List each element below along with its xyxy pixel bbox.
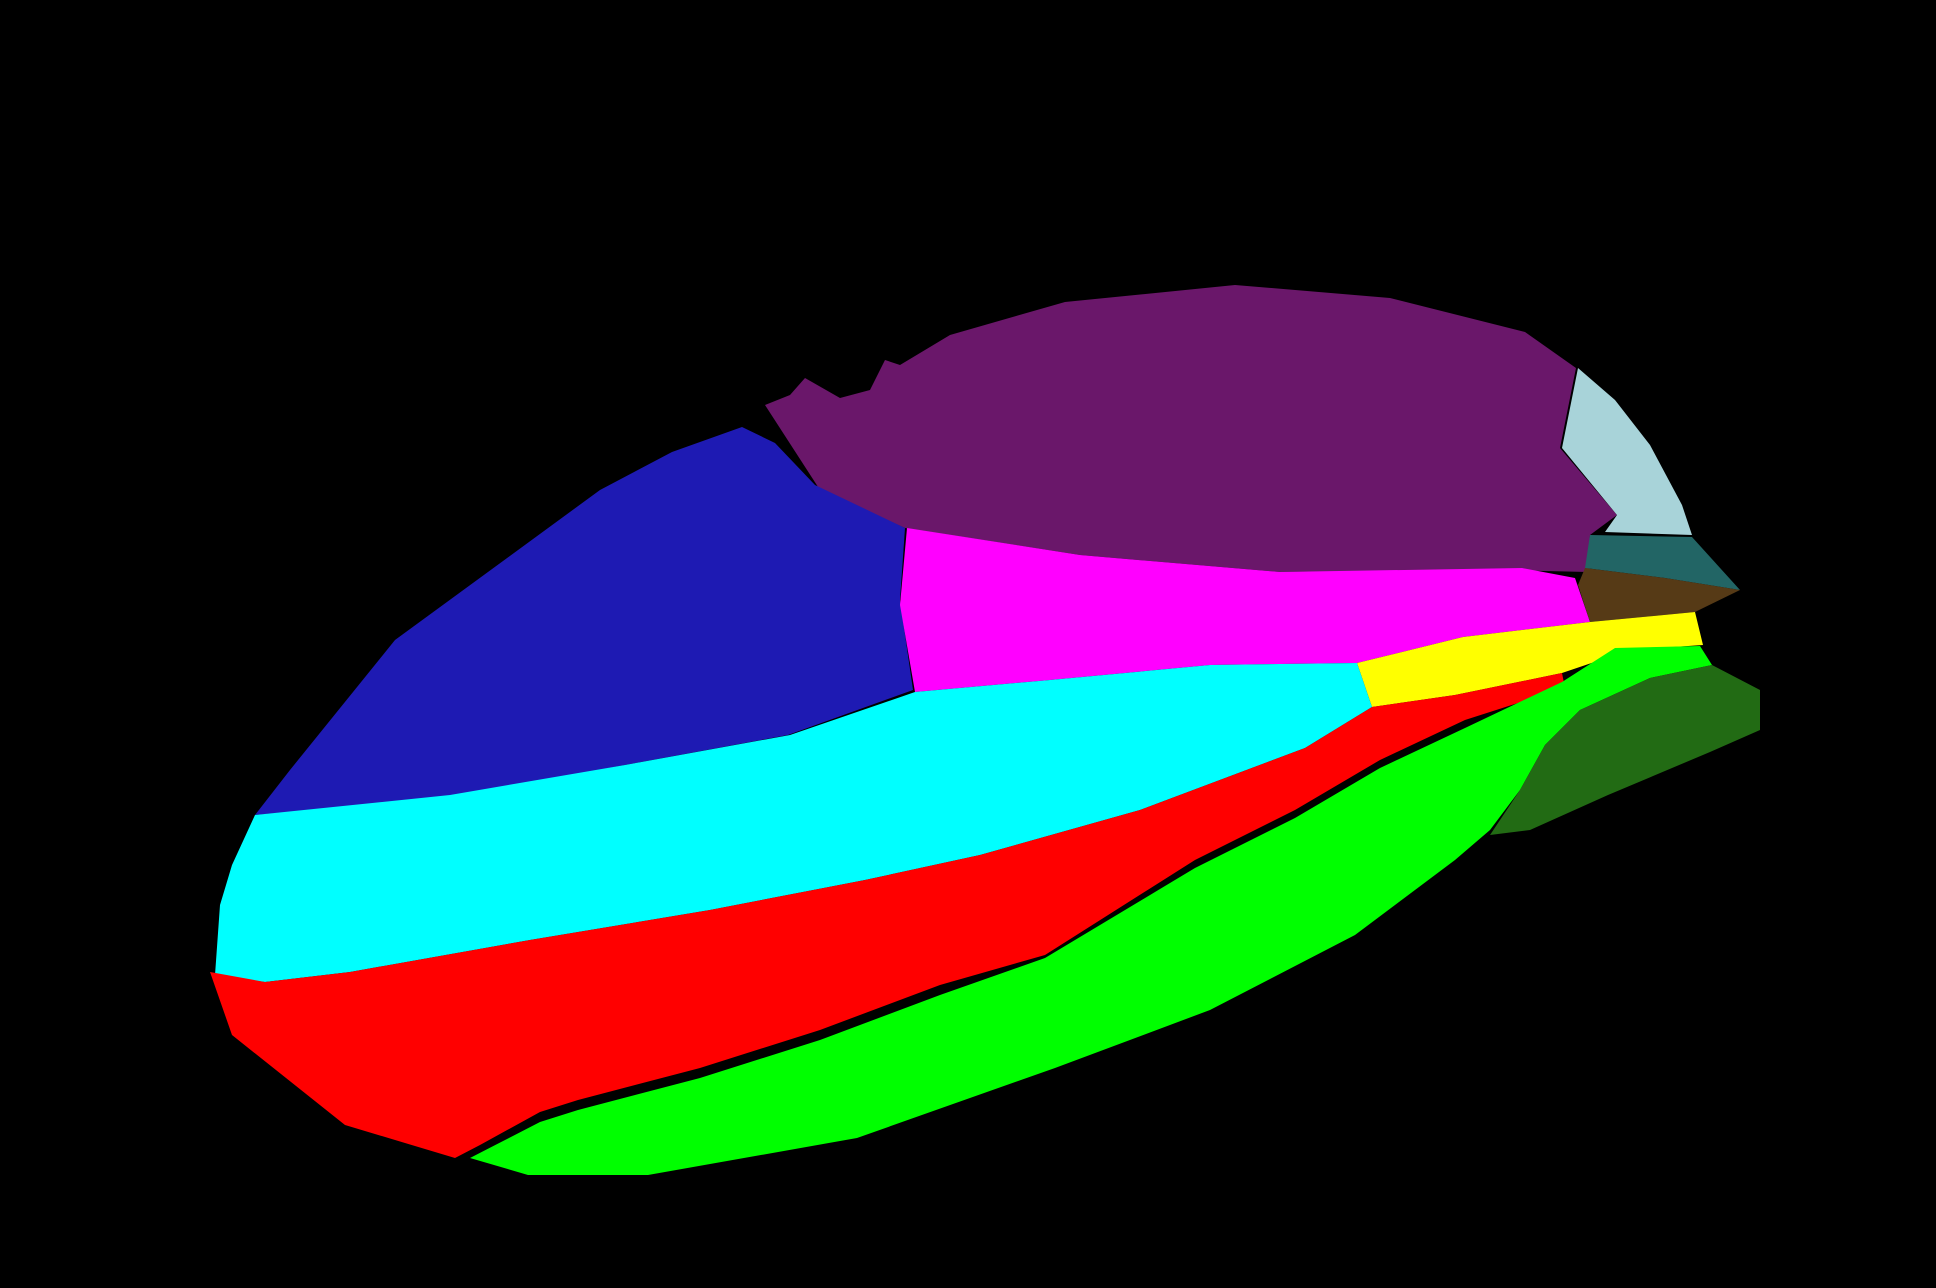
magenta-region [900,528,1590,692]
light-blue-region [1562,368,1692,535]
cyan-region [215,663,1372,982]
blue-region [255,427,913,815]
yellow-region [1357,612,1703,707]
dark-green-region [1490,665,1760,835]
purple-region [765,285,1617,572]
red-region [210,673,1565,1158]
green-region [470,646,1712,1175]
brown-region [1578,568,1740,622]
teal-region [1585,535,1740,590]
